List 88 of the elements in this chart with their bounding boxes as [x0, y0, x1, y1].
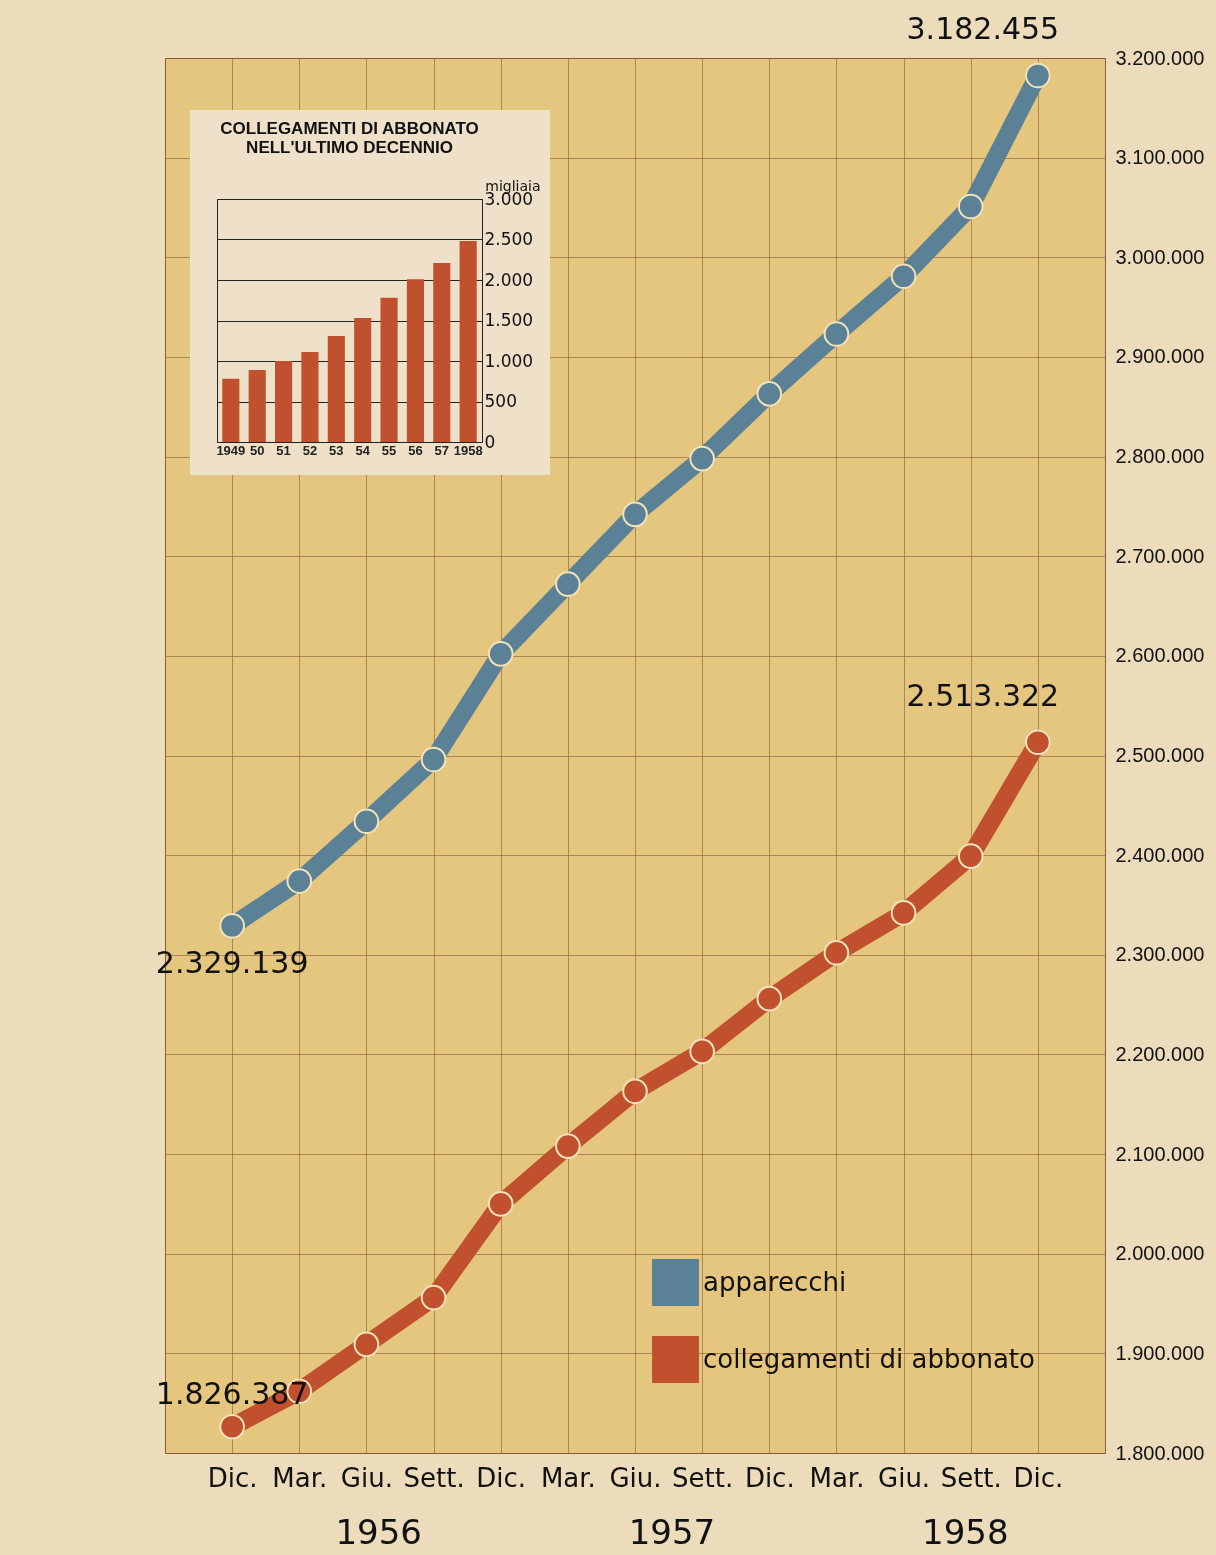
bar	[406, 279, 424, 442]
x-tick-label: Mar.	[809, 1462, 865, 1493]
point	[219, 1413, 245, 1440]
x-tick-label: 1949	[216, 442, 246, 458]
x-tick-label: Dic.	[744, 1462, 795, 1493]
y-tick-label: 2.500.000	[1115, 744, 1205, 766]
point	[823, 939, 850, 966]
x-tick-label: 53	[329, 442, 344, 458]
y-tick-label: 2.800.000	[1115, 445, 1205, 468]
x-tick-label: 50	[249, 442, 265, 458]
point	[622, 501, 648, 528]
point	[353, 808, 380, 835]
bar	[222, 378, 240, 442]
x-tick-label: 54	[355, 442, 371, 458]
text: 1957	[628, 1512, 716, 1552]
x-tick-label: Mar.	[272, 1462, 328, 1493]
x-tick-label: Mar.	[540, 1462, 596, 1493]
point	[957, 843, 984, 869]
y-tick-label: 3.200.000	[1115, 46, 1205, 69]
x-tick-label: 55	[381, 442, 397, 458]
point	[555, 1133, 581, 1159]
point	[689, 445, 715, 472]
y-tick-label: 500	[484, 391, 517, 411]
data-label: 3.182.455	[906, 11, 1060, 47]
y-tick-label: 2.600.000	[1115, 644, 1205, 667]
x-tick-label: 57	[434, 442, 450, 458]
legend-label: apparecchi	[703, 1266, 847, 1297]
point	[823, 321, 850, 347]
point	[420, 746, 447, 773]
bar	[275, 361, 293, 442]
point	[286, 868, 313, 894]
legend-label: collegamenti di abbonato	[703, 1343, 1035, 1374]
point	[420, 1284, 447, 1311]
x-tick-label: Dic.	[1013, 1462, 1064, 1493]
bar	[327, 335, 345, 442]
x-tick-label: 1958	[453, 442, 483, 458]
point	[487, 641, 514, 667]
x-tick-label: Dic.	[476, 1462, 527, 1493]
x-tick-label: 52	[302, 442, 318, 458]
x-tick-label: 56	[408, 442, 423, 458]
bar	[459, 241, 477, 442]
x-tick-label: Giu.	[878, 1462, 931, 1493]
y-tick-label: 3.000.000	[1115, 245, 1205, 268]
bar	[354, 318, 372, 442]
x-tick-label: Giu.	[340, 1462, 393, 1493]
y-tick-label: 0	[484, 431, 496, 452]
point	[1025, 62, 1051, 89]
x-tick-label: Sett.	[940, 1462, 1002, 1493]
x-tick-label: Dic.	[207, 1462, 258, 1493]
point	[353, 1331, 380, 1358]
point	[219, 912, 245, 939]
y-tick-label: 3.100.000	[1115, 146, 1205, 169]
y-tick-label: 2.700.000	[1115, 544, 1205, 567]
text: 1958	[922, 1512, 1009, 1552]
y-tick-label: 2.400.000	[1115, 843, 1205, 866]
text: 1956	[335, 1512, 422, 1552]
point	[622, 1078, 648, 1105]
y-tick-label: 2.500	[484, 229, 534, 249]
y-tick-label: 2.000	[484, 269, 534, 290]
chart-title: COLLEGAMENTI DI ABBONATO NELL'ULTIMO DECENNIO	[220, 119, 479, 157]
x-tick-label: Giu.	[609, 1462, 662, 1493]
point	[487, 1191, 514, 1217]
point	[689, 1038, 715, 1065]
y-tick-label: 2.000.000	[1115, 1242, 1205, 1265]
data-label: 2.329.139	[155, 944, 309, 980]
data-label: 2.513.322	[906, 678, 1060, 714]
point	[890, 900, 917, 926]
point	[756, 380, 783, 407]
x-tick-label: Sett.	[672, 1462, 734, 1493]
point	[756, 985, 783, 1012]
y-tick-label: 1.500	[484, 310, 534, 330]
bar	[301, 352, 319, 442]
y-tick-label: 2.200.000	[1115, 1042, 1205, 1065]
x-tick-label: Sett.	[403, 1462, 465, 1493]
y-tick-label: 2.900.000	[1115, 345, 1205, 368]
y-tick-label: 2.300.000	[1115, 943, 1205, 966]
bar	[380, 297, 398, 442]
y-tick-label: 1.900.000	[1115, 1341, 1205, 1364]
point	[555, 571, 581, 597]
x-tick-label: 51	[276, 442, 291, 458]
point	[957, 193, 984, 220]
y-tick-label: 1.000	[484, 350, 534, 371]
bar	[248, 369, 266, 442]
y-tick-label: 1.800.000	[1115, 1441, 1205, 1464]
point	[1025, 729, 1051, 756]
bar	[433, 262, 451, 442]
y-tick-label: 2.100.000	[1115, 1142, 1205, 1165]
point	[890, 263, 917, 290]
